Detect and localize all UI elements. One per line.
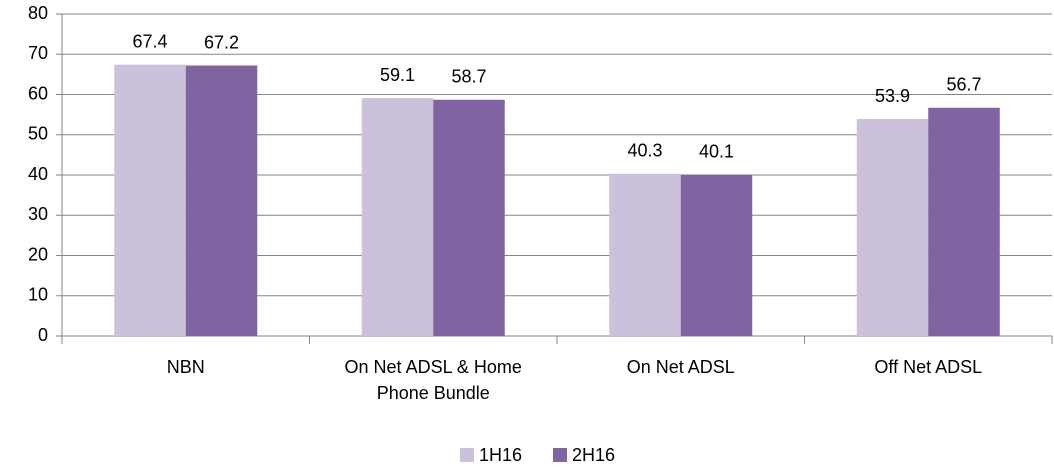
- value-label: 59.1: [380, 65, 415, 85]
- value-label: 40.3: [627, 141, 662, 161]
- value-label: 53.9: [875, 86, 910, 106]
- y-tick-label: 50: [28, 124, 48, 144]
- value-label: 67.2: [204, 32, 239, 52]
- value-label: 58.7: [451, 66, 486, 86]
- y-tick-label: 40: [28, 164, 48, 184]
- legend-swatch: [553, 448, 567, 462]
- bar: [114, 64, 186, 336]
- x-tick-label: On Net ADSL & Home Phone Bundle: [344, 357, 522, 403]
- bar: [185, 65, 258, 337]
- y-tick-label: 60: [28, 83, 48, 103]
- y-tick-label: 10: [28, 285, 48, 305]
- bar: [928, 107, 1000, 336]
- legend-swatch: [460, 448, 474, 462]
- x-tick-label: NBN: [166, 357, 205, 377]
- bar: [433, 99, 505, 336]
- value-label: 56.7: [946, 75, 981, 95]
- legend-label: 2H16: [572, 445, 615, 465]
- y-tick-label: 80: [28, 3, 48, 23]
- value-label: 40.1: [699, 141, 734, 161]
- bar: [856, 119, 929, 337]
- y-tick-label: 0: [38, 325, 48, 345]
- x-tick-label: On Net ADSL: [626, 357, 735, 377]
- bar: [609, 173, 681, 336]
- y-tick-label: 20: [28, 244, 48, 264]
- value-label: 67.4: [132, 31, 167, 51]
- bar: [680, 174, 753, 336]
- y-tick-label: 70: [28, 43, 48, 63]
- legend-label: 1H16: [479, 445, 522, 465]
- y-tick-label: 30: [28, 204, 48, 224]
- x-tick-label: Off Net ADSL: [874, 357, 983, 377]
- bar: [361, 98, 434, 336]
